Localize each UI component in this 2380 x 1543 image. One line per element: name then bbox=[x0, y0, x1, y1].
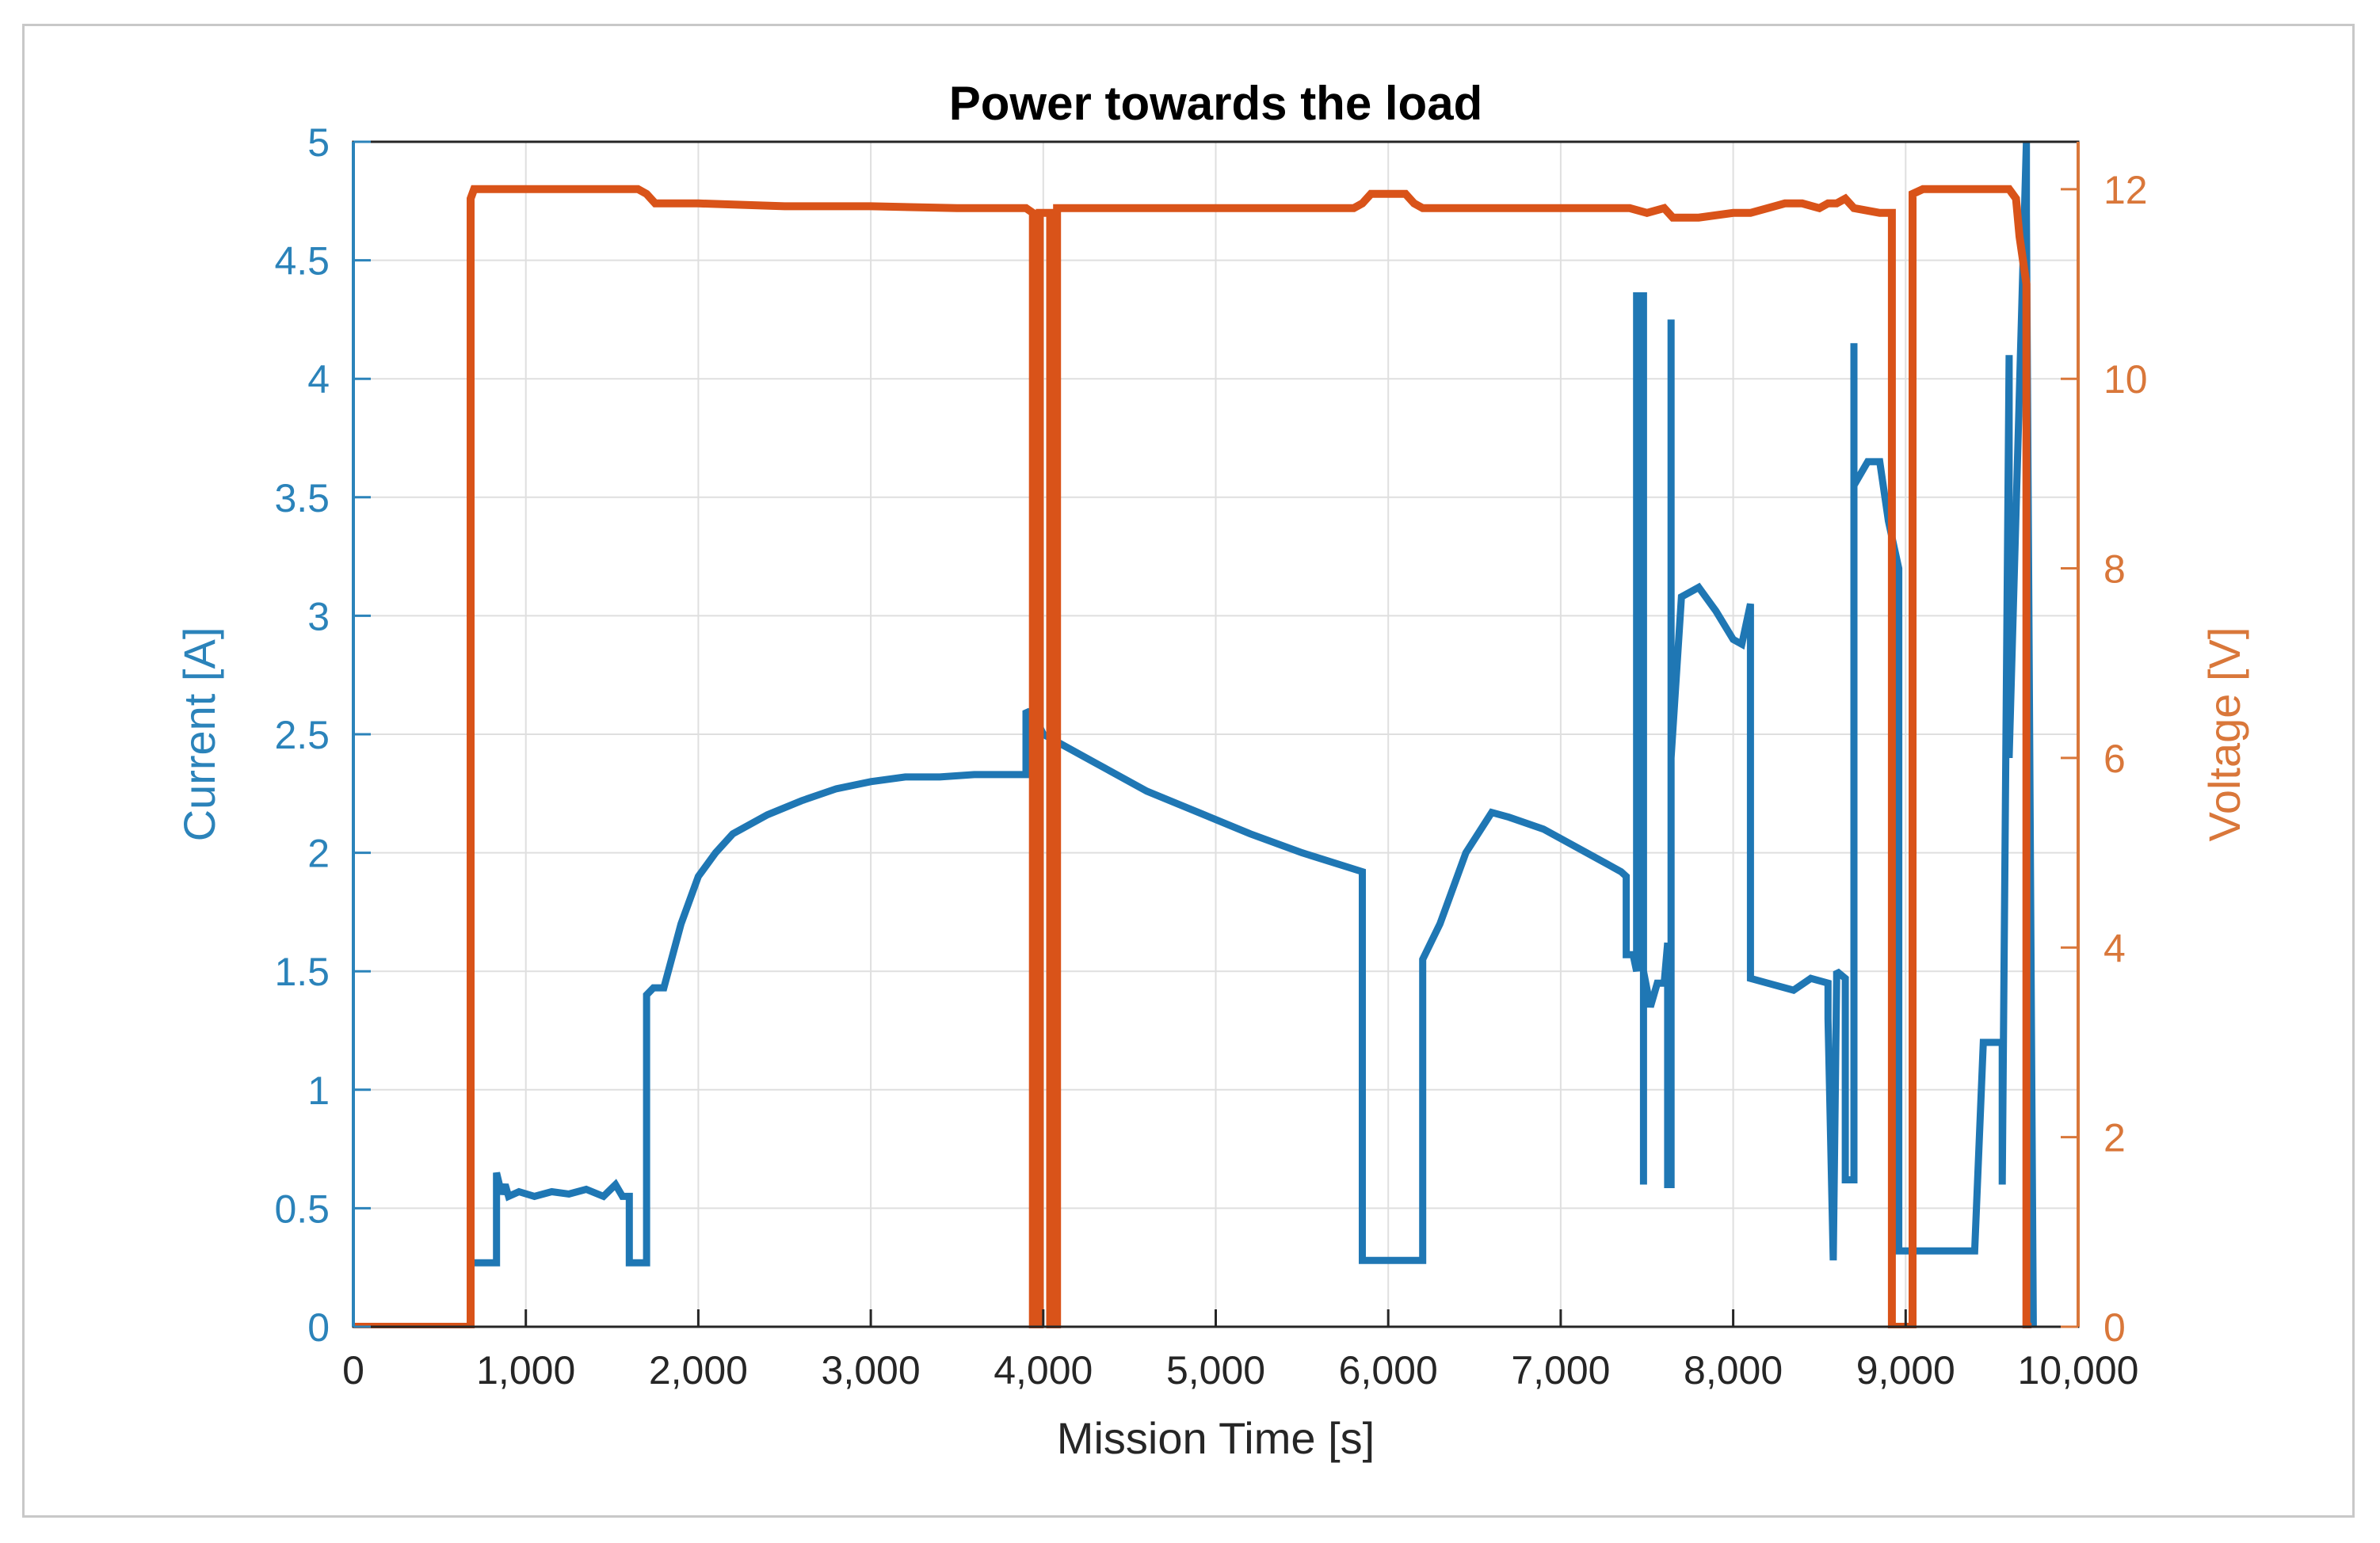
x-tick-label: 7,000 bbox=[1511, 1348, 1610, 1393]
left-y-tick-label: 5 bbox=[307, 120, 330, 165]
figure-frame: 0 1,000 2,000 3,000 4,000 5,000 6,000 7,000 8,00… bbox=[22, 24, 2355, 1518]
x-tick-label: 0 bbox=[342, 1348, 364, 1393]
chart-title: Power towards the load bbox=[949, 77, 1482, 130]
x-tick-label: 8,000 bbox=[1684, 1348, 1783, 1393]
right-y-tick-label: 8 bbox=[2103, 547, 2126, 592]
x-tick-label: 2,000 bbox=[649, 1348, 748, 1393]
right-y-tick-label: 12 bbox=[2103, 168, 2148, 212]
right-y-tick-label: 10 bbox=[2103, 357, 2148, 402]
x-axis-ticks: 0 1,000 2,000 3,000 4,000 5,000 6,000 7,000 8,00… bbox=[342, 1309, 2138, 1393]
x-tick-label: 10,000 bbox=[2018, 1348, 2139, 1393]
left-y-tick-label: 1.5 bbox=[274, 950, 330, 994]
voltage-series-line bbox=[353, 185, 2032, 1328]
left-y-axis-label: Current [A] bbox=[174, 627, 224, 842]
right-y-tick-label: 0 bbox=[2103, 1305, 2126, 1350]
grid-lines bbox=[353, 142, 2078, 1327]
left-y-tick-label: 0.5 bbox=[274, 1187, 330, 1231]
x-tick-label: 4,000 bbox=[994, 1348, 1093, 1393]
right-y-tick-label: 4 bbox=[2103, 926, 2126, 970]
left-y-tick-label: 0 bbox=[307, 1305, 330, 1350]
x-axis-label: Mission Time [s] bbox=[1057, 1413, 1375, 1463]
right-y-axis-ticks: 0 2 4 6 8 10 12 bbox=[2061, 142, 2148, 1350]
right-y-tick-label: 6 bbox=[2103, 737, 2126, 781]
left-y-tick-label: 1 bbox=[307, 1069, 330, 1113]
left-y-tick-label: 4.5 bbox=[274, 239, 330, 284]
x-tick-label: 3,000 bbox=[822, 1348, 921, 1393]
x-tick-label: 6,000 bbox=[1339, 1348, 1438, 1393]
left-y-tick-label: 4 bbox=[307, 357, 330, 402]
dual-axis-line-chart: 0 1,000 2,000 3,000 4,000 5,000 6,000 7,000 8,00… bbox=[174, 77, 2249, 1463]
left-y-tick-label: 2 bbox=[307, 832, 330, 876]
x-tick-label: 1,000 bbox=[476, 1348, 575, 1393]
left-y-tick-label: 2.5 bbox=[274, 713, 330, 757]
left-y-axis-ticks: 0 0.5 1 1.5 2 2.5 3 3.5 4 4.5 5 bbox=[274, 120, 371, 1350]
x-tick-label: 5,000 bbox=[1166, 1348, 1265, 1393]
right-y-tick-label: 2 bbox=[2103, 1116, 2126, 1160]
right-y-axis-label: Voltage [V] bbox=[2199, 627, 2249, 842]
left-y-tick-label: 3.5 bbox=[274, 476, 330, 520]
current-series-line bbox=[353, 141, 2037, 1328]
x-tick-label: 9,000 bbox=[1856, 1348, 1955, 1393]
left-y-tick-label: 3 bbox=[307, 594, 330, 638]
